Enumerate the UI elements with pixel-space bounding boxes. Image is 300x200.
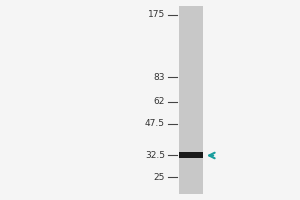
Text: 32.5: 32.5 [145, 151, 165, 160]
Text: 83: 83 [154, 73, 165, 82]
Text: 25: 25 [154, 173, 165, 182]
Text: 47.5: 47.5 [145, 119, 165, 128]
Bar [178, 6, 203, 194]
Text: 175: 175 [148, 10, 165, 19]
Bar [178, 152, 203, 158]
Text: 62: 62 [154, 97, 165, 106]
